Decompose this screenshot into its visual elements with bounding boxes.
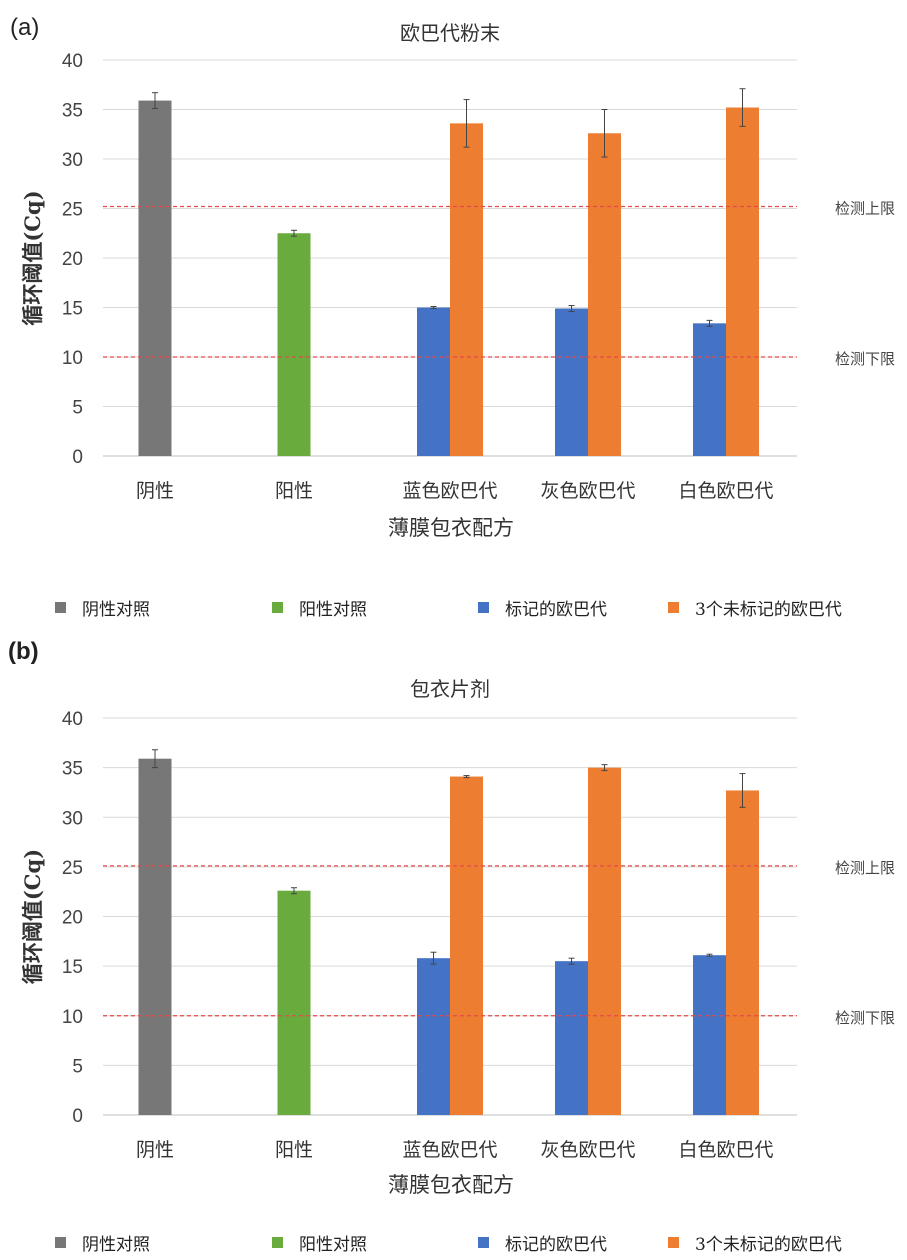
y-tick-label: 40 — [62, 709, 83, 730]
bar — [277, 890, 311, 1115]
x-tick-label: 阳性 — [275, 1139, 313, 1161]
x-tick-label: 蓝色欧巴代 — [402, 1139, 497, 1161]
x-tick-label: 白色欧巴代 — [678, 1139, 773, 1161]
y-tick-label: 30 — [62, 150, 83, 171]
chart-title: 包衣片剂 — [410, 677, 490, 701]
y-tick-label: 20 — [62, 249, 83, 270]
x-axis-label: 薄膜包衣配方 — [388, 516, 514, 540]
bar — [138, 758, 172, 1115]
x-tick-label: 阴性 — [136, 480, 174, 502]
legend-swatch — [478, 1237, 489, 1248]
y-tick-label: 35 — [62, 101, 83, 122]
reference-line-label: 检测上限 — [835, 859, 895, 877]
bar — [726, 790, 759, 1115]
legend-swatch — [55, 602, 66, 613]
legend-item: 阳性对照 — [272, 595, 367, 620]
y-tick-label: 35 — [62, 759, 83, 780]
y-tick-label: 0 — [72, 447, 83, 468]
bar — [588, 133, 621, 456]
y-tick-label: 20 — [62, 908, 83, 929]
legend-swatch — [668, 1237, 679, 1248]
x-tick-label: 阴性 — [136, 1139, 174, 1161]
legend-label: 标记的欧巴代 — [505, 1235, 607, 1255]
y-tick-label: 25 — [62, 858, 83, 879]
legend-swatch — [478, 602, 489, 613]
panel-a-label: (a) — [10, 14, 40, 41]
bar — [277, 233, 311, 456]
legend-label: 3个未标记的欧巴代 — [695, 1235, 842, 1255]
legend-label: 阳性对照 — [299, 600, 367, 620]
legend-swatch — [55, 1237, 66, 1248]
y-axis-label: 循环阈值(Cq) — [20, 849, 45, 984]
legend-item: 阳性对照 — [272, 1230, 367, 1255]
legend-item: 阴性对照 — [55, 595, 150, 620]
reference-line-label: 检测下限 — [835, 350, 895, 368]
y-tick-label: 10 — [62, 348, 83, 369]
legend-label: 阴性对照 — [82, 600, 150, 620]
x-tick-label: 白色欧巴代 — [678, 480, 773, 502]
x-axis-label: 薄膜包衣配方 — [388, 1173, 514, 1197]
bar — [138, 100, 172, 456]
y-tick-label: 0 — [72, 1106, 83, 1127]
bar — [693, 955, 726, 1115]
y-tick-label: 30 — [62, 808, 83, 829]
chart-title: 欧巴代粉末 — [400, 21, 500, 45]
y-tick-label: 15 — [62, 299, 83, 320]
bar — [726, 107, 759, 457]
legend-item: 3个未标记的欧巴代 — [668, 1230, 842, 1255]
bar — [450, 776, 483, 1115]
bar — [588, 767, 621, 1115]
bar — [417, 307, 450, 456]
legend-b: 阴性对照 阳性对照 标记的欧巴代 3个未标记的欧巴代 — [0, 1230, 907, 1260]
x-tick-label: 灰色欧巴代 — [540, 1139, 635, 1161]
legend-label: 阳性对照 — [299, 1235, 367, 1255]
y-tick-label: 15 — [62, 957, 83, 978]
legend-item: 标记的欧巴代 — [478, 595, 607, 620]
y-tick-label: 5 — [72, 1056, 83, 1077]
panel-b-label: (b) — [8, 638, 39, 665]
legend-swatch — [272, 602, 283, 613]
legend-label: 3个未标记的欧巴代 — [695, 600, 842, 620]
x-tick-label: 阳性 — [275, 480, 313, 502]
legend-swatch — [668, 602, 679, 613]
bar — [450, 123, 483, 457]
y-tick-label: 40 — [62, 51, 83, 72]
reference-line-label: 检测下限 — [835, 1009, 895, 1027]
x-tick-label: 蓝色欧巴代 — [402, 480, 497, 502]
y-tick-label: 25 — [62, 200, 83, 221]
legend-item: 标记的欧巴代 — [478, 1230, 607, 1255]
x-tick-label: 灰色欧巴代 — [540, 480, 635, 502]
y-tick-label: 10 — [62, 1007, 83, 1028]
y-axis-label: 循环阈值(Cq) — [20, 190, 45, 325]
legend-item: 阴性对照 — [55, 1230, 150, 1255]
bar — [417, 958, 450, 1115]
legend-label: 阴性对照 — [82, 1235, 150, 1255]
y-tick-label: 5 — [72, 398, 83, 419]
legend-item: 3个未标记的欧巴代 — [668, 595, 842, 620]
legend-label: 标记的欧巴代 — [505, 600, 607, 620]
reference-line-label: 检测上限 — [835, 200, 895, 218]
legend-swatch — [272, 1237, 283, 1248]
legend-a: 阴性对照 阳性对照 标记的欧巴代 3个未标记的欧巴代 — [0, 595, 907, 625]
bar — [693, 323, 726, 456]
bar — [555, 961, 588, 1115]
bar — [555, 308, 588, 456]
